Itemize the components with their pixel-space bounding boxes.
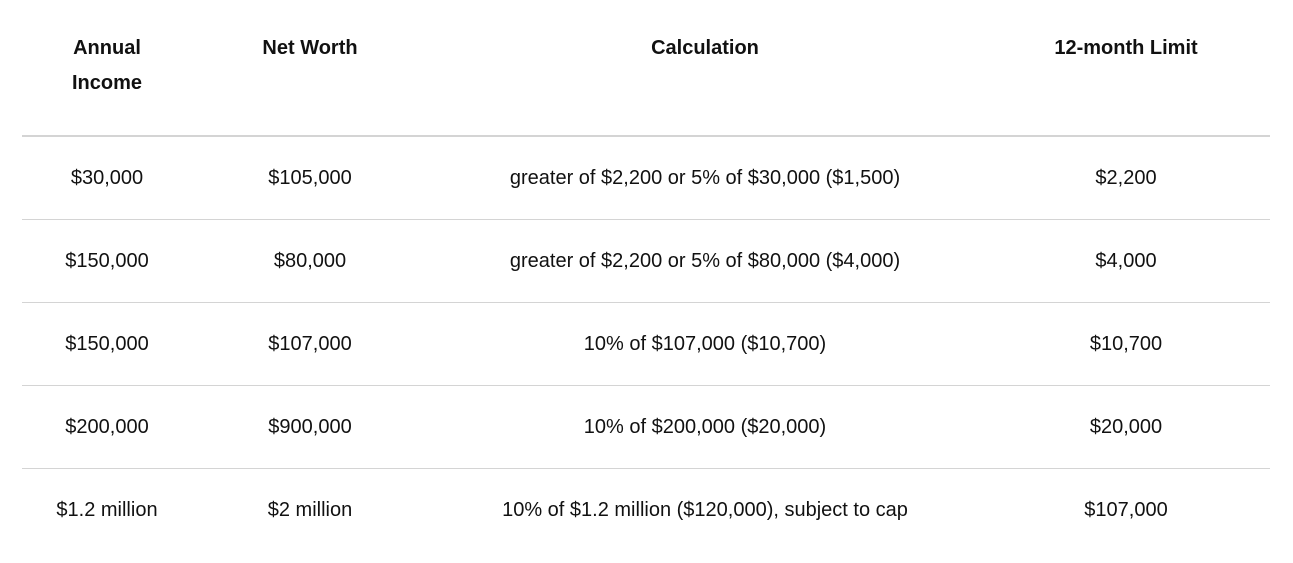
table-cell: $20,000	[982, 385, 1270, 469]
table-row: $1.2 million $2 million 10% of $1.2 millio…	[22, 469, 1270, 552]
table-row: $30,000 $105,000 greater of $2,200 or 5% o…	[22, 136, 1270, 220]
table-cell: $1.2 million	[56, 498, 158, 521]
table-cell: $200,000	[22, 385, 192, 469]
table-cell: $150,000	[22, 302, 192, 386]
table-cell: greater of $2,200 or 5% of $30,000 ($1,5…	[428, 136, 982, 220]
table-cell: $4,000	[982, 219, 1270, 303]
column-header: Net Worth	[192, 0, 428, 137]
table-cell: $30,000	[22, 136, 192, 220]
table-cell: $900,000	[192, 385, 428, 469]
table-cell: $150,000	[22, 219, 192, 303]
table-cell: $10,700	[982, 302, 1270, 386]
header-row: Annual Income Net Worth Calculation 12-mont…	[22, 0, 1270, 137]
column-header: Annual Income	[22, 0, 192, 137]
table-cell: $107,000	[1084, 498, 1168, 521]
table-row: $200,000 $900,000 10% of $200,000 ($20,000…	[22, 385, 1270, 469]
column-header: Calculation	[428, 0, 982, 137]
table-cell: $105,000	[192, 136, 428, 220]
table-cell: $107,000	[192, 302, 428, 386]
table-cell: $2 million	[267, 498, 353, 521]
table-cell: 10% of $1.2 million ($120,000), subject …	[502, 498, 908, 521]
table-row: $150,000 $80,000 greater of $2,200 or 5% o…	[22, 219, 1270, 303]
table-cell: $80,000	[192, 219, 428, 303]
column-header: 12-month Limit	[982, 0, 1270, 137]
table-cell: greater of $2,200 or 5% of $80,000 ($4,0…	[428, 219, 982, 303]
table-cell: 10% of $200,000 ($20,000)	[428, 385, 982, 469]
data-table: Annual Income Net Worth Calculation 12-mont…	[22, 0, 1270, 551]
table-cell: 10% of $107,000 ($10,700)	[428, 302, 982, 386]
table-header: Annual Income Net Worth Calculation 12-mont…	[22, 0, 1270, 137]
table-cell: $2,200	[982, 136, 1270, 220]
table-body: $30,000 $105,000 greater of $2,200 or 5% o…	[22, 136, 1270, 551]
table-row: $150,000 $107,000 10% of $107,000 ($10,700…	[22, 302, 1270, 386]
